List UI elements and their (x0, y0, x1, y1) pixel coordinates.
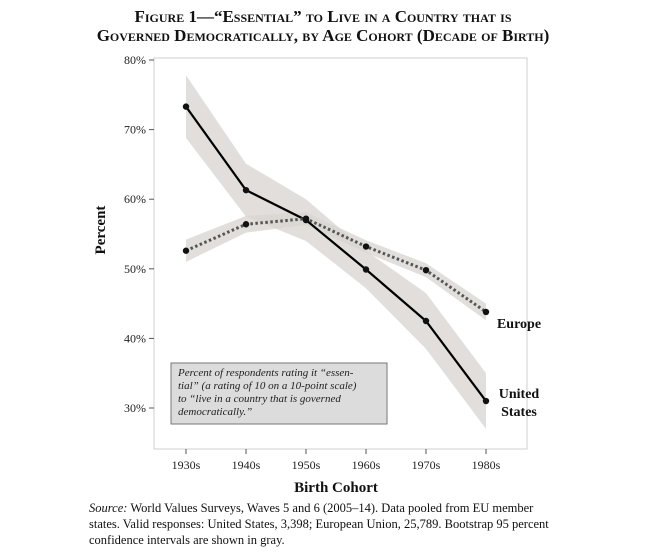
x-tick-label: 1970s (412, 458, 441, 472)
source-text: World Values Surveys, Waves 5 and 6 (200… (89, 501, 549, 547)
y-tick-label: 40% (124, 331, 146, 345)
figure-title-line-2: Governed Democratically, by Age Cohort (… (96, 26, 550, 45)
x-tick-label: 1980s (472, 458, 501, 472)
x-tick-label: 1930s (172, 458, 201, 472)
united-states-series-line (185, 105, 487, 402)
us-series-label-line-1: United (499, 387, 540, 402)
europe-confidence-band (186, 212, 486, 321)
europe-point (362, 243, 370, 250)
united-states-point (362, 266, 370, 273)
europe-point (482, 308, 490, 316)
annotation-line-1: Percent of respondents rating it “essen- (177, 367, 354, 379)
x-tick-label: 1960s (352, 458, 381, 472)
y-tick-label: 30% (124, 401, 146, 415)
annotation-box: Percent of respondents rating it “essen-… (170, 362, 388, 425)
figure-title-line-1: Figure 1—“Essential” to Live in a Countr… (134, 7, 512, 26)
plot-area-frame (153, 57, 528, 450)
y-axis-label: Percent (93, 206, 109, 255)
source-note: Source: World Values Surveys, Waves 5 an… (89, 500, 559, 548)
europe-point (302, 215, 310, 222)
europe-point (422, 266, 430, 274)
europe-series-label: Europe (497, 317, 541, 332)
europe-point (182, 247, 190, 254)
y-tick-label: 80% (124, 53, 146, 67)
us-series-label-line-2: States (501, 405, 537, 420)
united-states-point (422, 317, 430, 325)
annotation-line-4: democratically.” (178, 406, 252, 418)
y-tick-label: 50% (124, 262, 146, 276)
source-label: Source: (89, 501, 128, 515)
annotation-line-2: tial” (a rating of 10 on a 10-point scal… (178, 380, 357, 392)
united-states-point (242, 186, 250, 194)
x-tick-label: 1940s (232, 458, 261, 472)
y-tick-label: 60% (124, 192, 146, 206)
united-states-point (182, 103, 190, 110)
y-tick-label: 70% (124, 123, 146, 137)
line-chart: 30% 40% 50% 60% 70% 80% 1930s 1940s 1950s 1960s 1… (93, 53, 541, 496)
europe-point (242, 221, 250, 228)
x-axis-label: Birth Cohort (294, 480, 378, 496)
annotation-line-3: to “live in a country that is governed (178, 393, 341, 405)
x-tick-label: 1950s (292, 458, 321, 472)
united-states-confidence-band (186, 75, 486, 429)
united-states-point (482, 397, 490, 405)
